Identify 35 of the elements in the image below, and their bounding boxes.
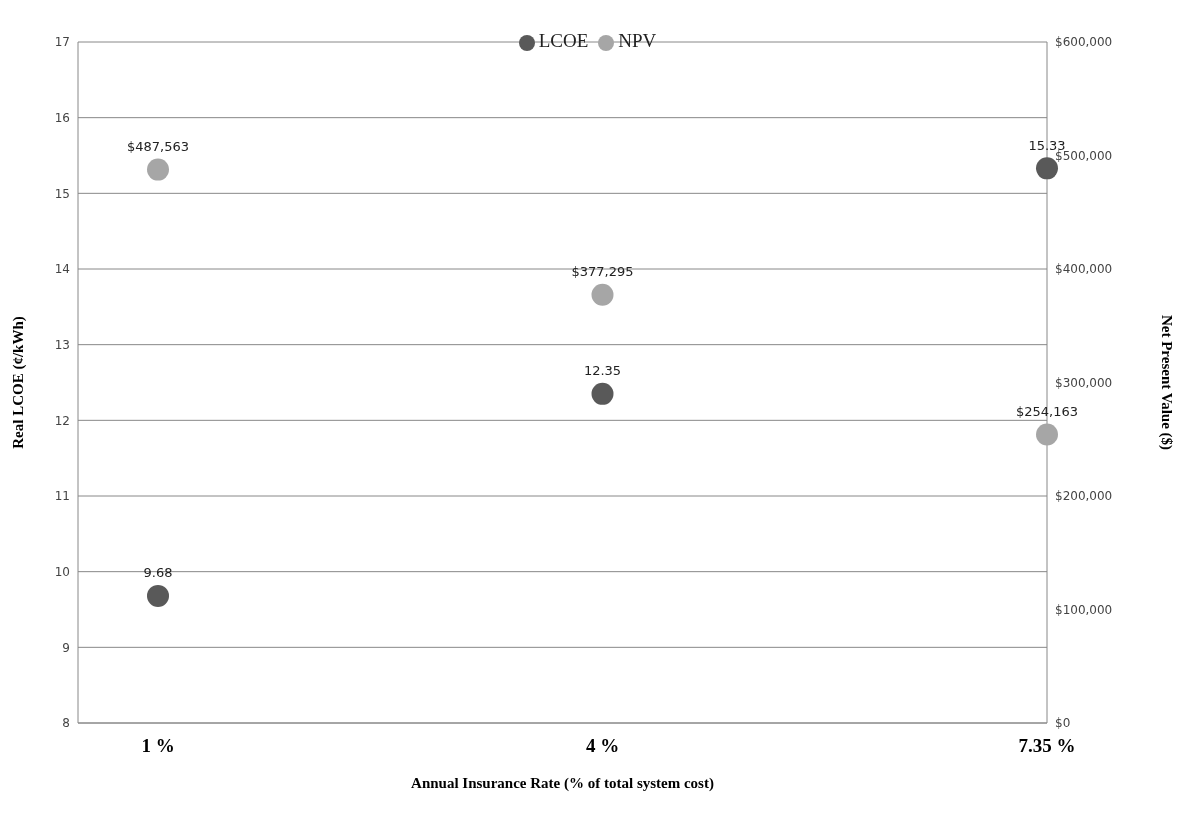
point (591, 382, 614, 405)
x-tick-label: 7.35 % (1018, 735, 1076, 757)
y2-tick-label: $300,000 (1055, 375, 1113, 390)
y-tick-label: 12 (54, 413, 70, 428)
y2-tick-label: $600,000 (1055, 35, 1113, 50)
point (147, 584, 169, 607)
point (591, 283, 614, 306)
legend-label: LCOE (538, 30, 589, 51)
data-label: $254,163 (1015, 404, 1079, 420)
y2-axis-title: Net Present Value ($) (1157, 314, 1175, 451)
y-tick-label: 8 (62, 716, 70, 731)
y2-tick-label: $200,000 (1055, 489, 1113, 504)
x-axis-title: Annual Insurance Rate (% of total system cost) (411, 775, 714, 792)
y2-tick-label: $400,000 (1055, 262, 1113, 277)
y2-tick-label: $500,000 (1055, 148, 1113, 163)
y-tick-label: 10 (54, 564, 70, 579)
point (147, 158, 169, 181)
y-tick-label: 17 (54, 35, 70, 50)
y-tick-label: 13 (54, 337, 70, 352)
data-label: $487,563 (126, 139, 190, 155)
legend-label: NPV (618, 30, 657, 51)
data-label: 9.68 (143, 565, 173, 581)
y-axis-title: Real LCOE (¢/kWh) (10, 316, 28, 449)
y-tick-label: 14 (54, 262, 70, 277)
data-label: 12.35 (583, 363, 622, 379)
y-tick-label: 16 (54, 110, 70, 125)
y2-tick-label: $0 (1055, 716, 1071, 731)
y-tick-label: 9 (62, 640, 70, 655)
y-tick-label: 11 (54, 489, 70, 504)
x-tick-label: 4 % (585, 735, 620, 757)
x-tick-label: 1 % (141, 735, 175, 757)
point (1036, 423, 1058, 446)
y-tick-label: 15 (54, 186, 70, 201)
data-label: $377,295 (571, 264, 634, 280)
y2-tick-label: $100,000 (1055, 602, 1113, 617)
